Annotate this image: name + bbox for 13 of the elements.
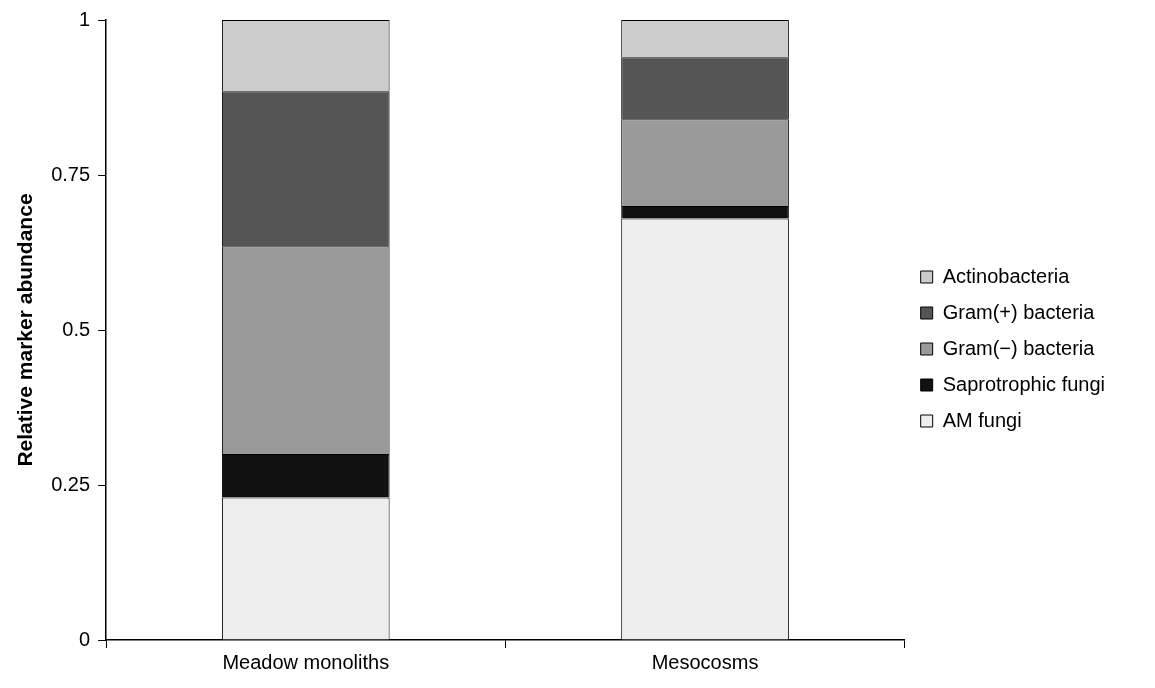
legend-label: AM fungi bbox=[942, 408, 1022, 431]
legend-label: Actinobacteria bbox=[942, 264, 1071, 287]
x-tick-label: Mesocosms bbox=[651, 650, 759, 673]
y-tick-label: 1 bbox=[79, 7, 91, 30]
y-tick-label: 0.25 bbox=[51, 472, 91, 495]
legend-label: Gram(+) bacteria bbox=[942, 300, 1096, 323]
y-axis-title: Relative marker abundance bbox=[13, 193, 37, 467]
y-tick-label: 0 bbox=[79, 627, 91, 650]
y-tick-label: 0.5 bbox=[62, 317, 91, 340]
legend-label: Saprotrophic fungi bbox=[942, 372, 1105, 395]
x-tick-label: Meadow monoliths bbox=[222, 650, 390, 673]
y-tick-label: 0.75 bbox=[51, 162, 91, 185]
legend-label: Gram(−) bacteria bbox=[942, 336, 1096, 359]
